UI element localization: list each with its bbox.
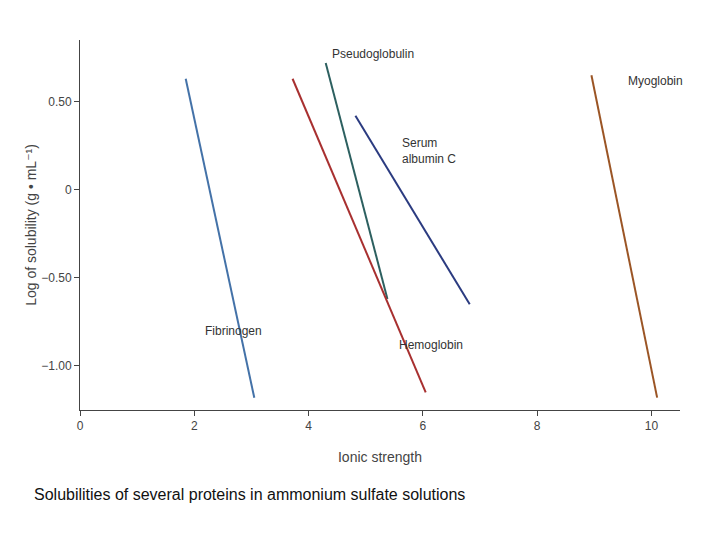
svg-text:−1.00: −1.00	[41, 359, 72, 373]
svg-text:4: 4	[305, 419, 312, 433]
svg-text:8: 8	[534, 419, 541, 433]
svg-text:Myoglobin: Myoglobin	[628, 74, 683, 88]
svg-text:0: 0	[65, 183, 72, 197]
svg-text:−0.50: −0.50	[41, 271, 72, 285]
svg-text:Solubilities of several protei: Solubilities of several proteins in ammo…	[34, 486, 465, 503]
svg-text:Fibrinogen: Fibrinogen	[205, 324, 262, 338]
svg-text:Log of solubility (g • mL⁻¹): Log of solubility (g • mL⁻¹)	[23, 144, 39, 306]
svg-text:Serumalbumin C: Serumalbumin C	[402, 136, 456, 166]
svg-text:0: 0	[77, 419, 84, 433]
svg-text:Hemoglobin: Hemoglobin	[399, 338, 463, 352]
svg-text:2: 2	[191, 419, 198, 433]
svg-text:6: 6	[420, 419, 427, 433]
svg-text:Ionic strength: Ionic strength	[338, 449, 422, 465]
svg-text:Pseudoglobulin: Pseudoglobulin	[332, 47, 414, 61]
svg-text:0.50: 0.50	[48, 95, 72, 109]
svg-text:10: 10	[645, 419, 659, 433]
